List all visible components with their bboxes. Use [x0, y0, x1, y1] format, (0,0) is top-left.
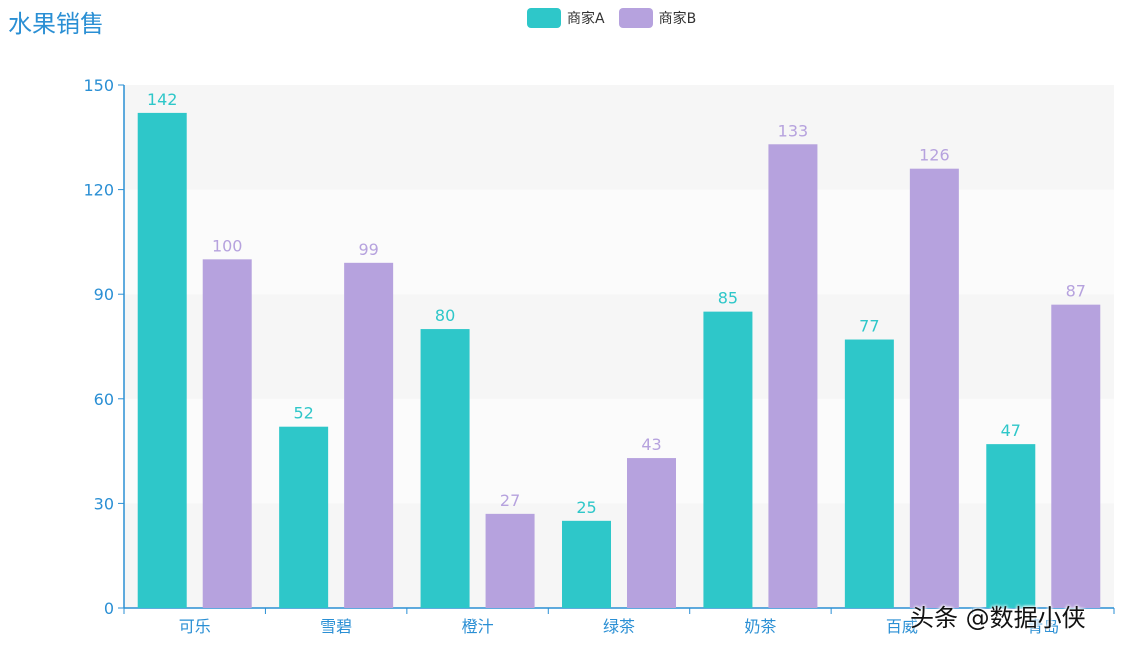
data-label-series-a: 25: [576, 498, 596, 517]
bar-series-a: [137, 112, 187, 608]
legend: 商家A 商家B: [527, 8, 696, 28]
bar-series-a: [279, 426, 329, 608]
data-label-series-b: 27: [500, 491, 520, 510]
background-band: [124, 85, 1114, 190]
legend-label-series-b: 商家B: [658, 11, 697, 27]
legend-item-series-b[interactable]: 商家B: [618, 8, 697, 28]
bar-series-b: [627, 458, 676, 608]
data-label-series-b: 133: [778, 121, 809, 140]
bar-series-b: [768, 144, 818, 609]
bar-series-a: [703, 311, 753, 608]
legend-label-series-a: 商家A: [567, 11, 605, 27]
bar-series-b: [1051, 304, 1101, 608]
background-band: [124, 189, 1114, 295]
bar-series-a: [420, 329, 470, 608]
legend-swatch-series-b: [618, 8, 653, 28]
background-band: [124, 294, 1114, 399]
legend-swatch-series-a: [527, 8, 561, 28]
data-label-series-a: 52: [293, 404, 313, 423]
background-band: [124, 503, 1114, 608]
bar-series-b: [202, 259, 252, 608]
bar-series-a: [844, 339, 894, 608]
bar-series-a: [562, 520, 611, 608]
chart-title: 水果销售: [8, 10, 104, 38]
watermark-text: 头条 @数据小侠: [910, 604, 1086, 632]
y-tick-label: 150: [83, 76, 114, 95]
background-band: [124, 398, 1114, 504]
x-tick-label: 青岛: [1027, 617, 1059, 636]
bar-series-b: [485, 513, 535, 608]
x-tick-label: 绿茶: [603, 617, 635, 636]
legend-item-series-a[interactable]: 商家A: [527, 8, 605, 28]
data-label-series-a: 77: [859, 317, 879, 336]
bar-series-b: [909, 168, 959, 608]
x-tick-label: 橙汁: [462, 617, 494, 636]
data-label-series-a: 142: [147, 90, 178, 109]
data-label-series-a: 85: [718, 289, 738, 308]
x-tick-label: 百威: [886, 617, 918, 636]
x-tick-label: 可乐: [179, 617, 211, 636]
data-label-series-b: 43: [641, 435, 661, 454]
data-label-series-a: 80: [435, 306, 455, 325]
y-tick-label: 0: [104, 599, 114, 618]
y-tick-label: 120: [83, 181, 114, 200]
x-tick-label: 雪碧: [320, 617, 352, 636]
data-label-series-b: 100: [212, 236, 243, 255]
data-label-series-b: 126: [919, 146, 950, 165]
bar-series-a: [986, 444, 1036, 608]
y-tick-label: 90: [94, 285, 114, 304]
data-label-series-b: 99: [358, 240, 378, 259]
y-tick-label: 60: [94, 390, 114, 409]
y-tick-label: 30: [94, 494, 114, 513]
data-label-series-a: 47: [1001, 421, 1021, 440]
data-label-series-b: 87: [1066, 282, 1086, 301]
bar-series-b: [344, 262, 394, 608]
x-tick-label: 奶茶: [744, 617, 776, 636]
